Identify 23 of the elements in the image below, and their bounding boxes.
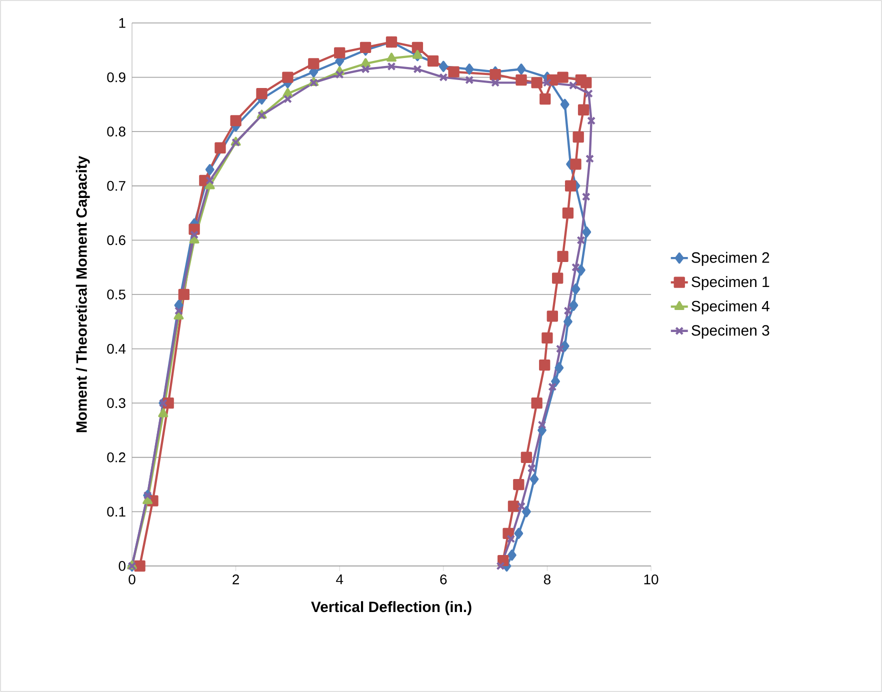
x-tick-label: 8	[544, 574, 550, 584]
y-tick-label: 0.4	[107, 344, 126, 354]
y-tick-label: 0.1	[107, 506, 126, 517]
x-tick-label: 4	[336, 574, 344, 584]
y-tick-label: 0.7	[107, 180, 126, 191]
legend-label: Specimen 3	[692, 324, 770, 339]
legend-label: Specimen 2	[692, 252, 770, 266]
legend-label: Specimen 1	[692, 276, 770, 290]
y-tick-label: 0.2	[107, 452, 126, 462]
y-axis-title: Moment / Theoretical Moment Capacity	[76, 156, 90, 432]
x-tick-label: 0	[128, 574, 136, 584]
y-tick-label: 1	[119, 18, 126, 28]
x-tick-label: 2	[232, 574, 239, 584]
y-tick-label: 0.3	[107, 398, 126, 408]
legend-label: Specimen 4	[692, 300, 770, 314]
y-tick-label: 0.6	[107, 235, 126, 246]
y-tick-label: 0.5	[107, 290, 126, 300]
y-tick-label: 0.9	[107, 72, 126, 82]
x-tick-label: 10	[644, 574, 658, 584]
x-tick-label: 6	[440, 574, 447, 584]
x-axis-title: Vertical Deflection (in.)	[311, 601, 472, 616]
y-tick-label: 0.8	[107, 126, 126, 137]
y-tick-label: 0	[118, 561, 126, 571]
